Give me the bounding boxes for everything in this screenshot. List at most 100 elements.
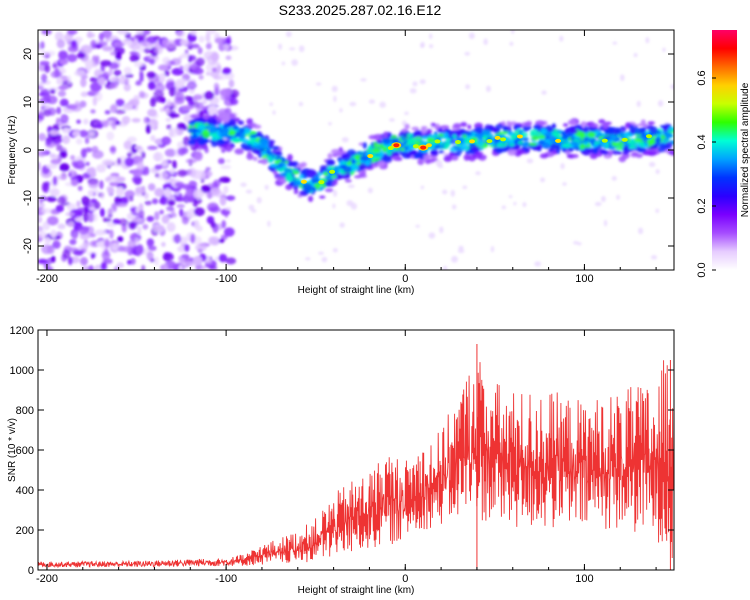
- ridge-blob: [575, 130, 586, 138]
- noise-blob: [166, 205, 174, 212]
- noise-blob: [100, 262, 108, 270]
- noise-blob: [163, 263, 169, 270]
- noise-blob: [164, 69, 170, 77]
- noise-blob: [47, 107, 57, 116]
- faint-blob: [278, 43, 283, 50]
- noise-blob: [104, 239, 111, 248]
- ridge-blob: [258, 147, 266, 152]
- noise-blob: [82, 212, 89, 223]
- noise-blob: [138, 90, 146, 99]
- faint-blob: [412, 81, 418, 87]
- noise-blob: [99, 180, 104, 190]
- noise-blob: [108, 68, 113, 76]
- noise-blob: [130, 257, 136, 265]
- noise-blob: [169, 113, 180, 118]
- spectrogram-ytick-label: 20: [22, 48, 34, 60]
- noise-blob: [220, 234, 228, 241]
- ridge-blob: [235, 131, 241, 138]
- ridge-blob: [459, 143, 469, 150]
- noise-blob: [65, 212, 75, 217]
- ridge-blob: [391, 155, 401, 161]
- faint-blob: [490, 245, 495, 253]
- ridge-blob: [314, 175, 319, 180]
- noise-blob: [78, 209, 83, 217]
- noise-blob: [154, 44, 164, 55]
- noise-blob: [38, 85, 44, 90]
- ridge-blob: [600, 142, 607, 147]
- ridge-blob: [269, 163, 278, 168]
- noise-blob: [202, 99, 208, 105]
- noise-blob: [38, 216, 43, 224]
- noise-blob: [38, 230, 47, 239]
- noise-blob: [205, 63, 214, 72]
- ridge-blob: [364, 159, 371, 166]
- noise-blob: [164, 107, 171, 115]
- ridge-blob: [228, 118, 236, 125]
- ridge-blob: [302, 175, 307, 179]
- ridge-blob: [293, 189, 299, 195]
- noise-blob: [124, 190, 136, 199]
- ridge-blob: [408, 145, 413, 151]
- ridge-blob: [272, 145, 280, 151]
- ridge-blob: [550, 143, 558, 150]
- peak-core: [420, 145, 427, 150]
- noise-blob: [123, 78, 131, 84]
- noise-blob: [165, 81, 177, 91]
- noise-blob: [95, 123, 104, 129]
- noise-blob: [121, 246, 132, 253]
- faint-blob: [450, 189, 456, 197]
- noise-blob: [154, 187, 165, 197]
- noise-blob: [40, 207, 52, 214]
- faint-blob: [225, 159, 231, 163]
- ridge-blob: [378, 151, 385, 158]
- ridge-blob: [513, 124, 522, 129]
- noise-blob: [190, 233, 196, 244]
- ridge-blob: [518, 129, 523, 136]
- ridge-blob: [551, 124, 556, 128]
- faint-blob: [508, 195, 513, 199]
- ridge-blob: [456, 150, 463, 155]
- noise-blob: [181, 254, 190, 259]
- noise-blob: [222, 95, 231, 101]
- noise-blob: [62, 249, 71, 260]
- ridge-blob: [454, 130, 461, 135]
- noise-blob: [161, 159, 168, 167]
- ridge-blob: [622, 150, 630, 155]
- ridge-blob: [643, 142, 649, 148]
- faint-blob: [360, 78, 367, 82]
- ridge-blob: [220, 129, 230, 135]
- noise-blob: [59, 98, 69, 107]
- ridge-blob: [597, 133, 604, 137]
- noise-blob: [43, 262, 50, 270]
- ridge-blob: [572, 154, 579, 159]
- noise-blob: [46, 215, 59, 226]
- noise-blob: [91, 145, 99, 153]
- noise-blob: [174, 81, 185, 89]
- noise-blob: [225, 195, 236, 201]
- ridge-blob: [607, 150, 613, 156]
- ridge-blob: [512, 144, 521, 150]
- spectrogram-ytick-label: 10: [22, 96, 34, 108]
- ridge-blob: [523, 140, 529, 148]
- snr-series-line: [38, 360, 674, 569]
- ridge-blob: [421, 136, 428, 140]
- ridge-blob: [203, 138, 209, 143]
- faint-blob: [404, 111, 409, 116]
- noise-blob: [109, 76, 117, 82]
- ridge-blob: [617, 150, 622, 155]
- noise-blob: [158, 64, 170, 71]
- ridge-blob: [589, 153, 598, 160]
- ridge-blob: [226, 145, 232, 152]
- faint-blob: [513, 201, 517, 206]
- noise-blob: [50, 229, 57, 239]
- noise-blob: [38, 161, 42, 171]
- ridge-blob: [211, 137, 218, 141]
- ridge-blob: [583, 142, 589, 146]
- noise-blob: [39, 60, 50, 66]
- noise-blob: [88, 131, 95, 137]
- noise-blob: [38, 150, 47, 157]
- noise-blob: [94, 229, 106, 236]
- noise-blob: [166, 101, 177, 107]
- noise-blob: [209, 236, 221, 246]
